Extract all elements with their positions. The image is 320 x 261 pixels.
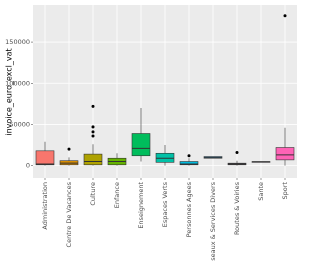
box [179, 161, 199, 166]
outlier [91, 104, 95, 108]
outlier [283, 14, 287, 18]
box [35, 150, 55, 166]
chart: invoice_euro_excl_vat 0 50000 100000 150000… [5, 5, 297, 261]
x-tick-label: Enseignement [137, 182, 145, 229]
x-tick-label: Administration [41, 182, 49, 230]
x-tick-label: Routes & Voiries [233, 181, 241, 235]
x-tick-label: Sante [257, 182, 265, 201]
y-tick-label: 150000 [5, 38, 30, 46]
outlier [91, 125, 95, 129]
x-tick-label: Personnes Agees [185, 181, 193, 237]
box [275, 147, 295, 161]
y-tick-label: 50000 [9, 120, 30, 128]
outlier [67, 147, 71, 151]
y-tick-label: 100000 [5, 79, 30, 87]
outlier [91, 130, 95, 134]
box [131, 133, 151, 157]
outlier [187, 154, 191, 158]
outlier [91, 134, 95, 138]
x-tick-label: Enfance [113, 182, 121, 208]
box [83, 153, 103, 166]
x-tick-label: Sport [281, 182, 289, 200]
x-tick-label: Culture [89, 182, 97, 206]
y-tick-label: 0 [26, 162, 30, 170]
outlier [235, 150, 239, 154]
x-tick-label: Centre De Vacances [65, 181, 73, 247]
x-tick-label: Reseaux & Services Divers [209, 181, 217, 261]
y-axis-title: invoice_euro_excl_vat [5, 48, 14, 135]
x-tick-label: Espaces Verts [161, 181, 169, 227]
